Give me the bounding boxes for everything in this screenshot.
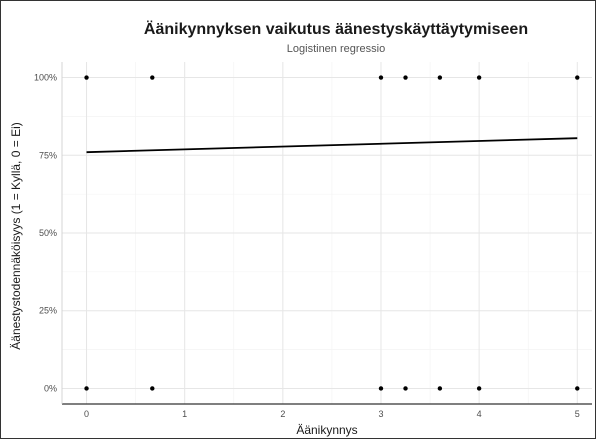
x-axis-title: Äänikynnys bbox=[296, 423, 357, 437]
y-tick-label: 0% bbox=[44, 383, 57, 393]
data-points bbox=[84, 75, 580, 391]
data-point bbox=[437, 75, 443, 80]
x-tick-label: 3 bbox=[378, 409, 383, 419]
y-tick-label: 50% bbox=[39, 228, 57, 238]
data-point bbox=[150, 386, 155, 391]
data-point bbox=[403, 386, 408, 391]
data-point bbox=[575, 386, 580, 391]
x-tick-label: 1 bbox=[182, 409, 187, 419]
data-point bbox=[84, 75, 89, 80]
x-tick-label: 5 bbox=[575, 409, 580, 419]
regression-line-group bbox=[86, 137, 578, 154]
x-tick-label: 4 bbox=[477, 409, 482, 419]
regression-line bbox=[86, 137, 578, 154]
data-point bbox=[575, 75, 580, 80]
data-point bbox=[403, 75, 408, 80]
axes bbox=[61, 62, 592, 405]
tick-labels: 0 1 2 3 4 50%25%50%75%100% bbox=[34, 73, 580, 419]
chart-subtitle: Logistinen regressio bbox=[287, 43, 385, 55]
y-tick-label: 25% bbox=[39, 306, 57, 316]
y-tick-label: 100% bbox=[34, 73, 57, 83]
y-axis-title: Äänestystodennäköisyys (1 = Kyllä, 0 = E… bbox=[9, 122, 23, 349]
data-point bbox=[150, 75, 155, 80]
data-point bbox=[476, 386, 482, 391]
grid bbox=[62, 62, 592, 404]
chart-title: Äänikynnyksen vaikutus äänestyskäyttäyty… bbox=[144, 20, 528, 38]
data-point bbox=[378, 386, 384, 391]
y-tick-label: 75% bbox=[39, 150, 57, 160]
data-point bbox=[476, 75, 482, 80]
x-tick-label: 0 bbox=[84, 409, 89, 419]
data-point bbox=[84, 386, 89, 391]
data-point bbox=[437, 386, 443, 391]
x-tick-label: 2 bbox=[280, 409, 285, 419]
data-point bbox=[378, 75, 384, 80]
